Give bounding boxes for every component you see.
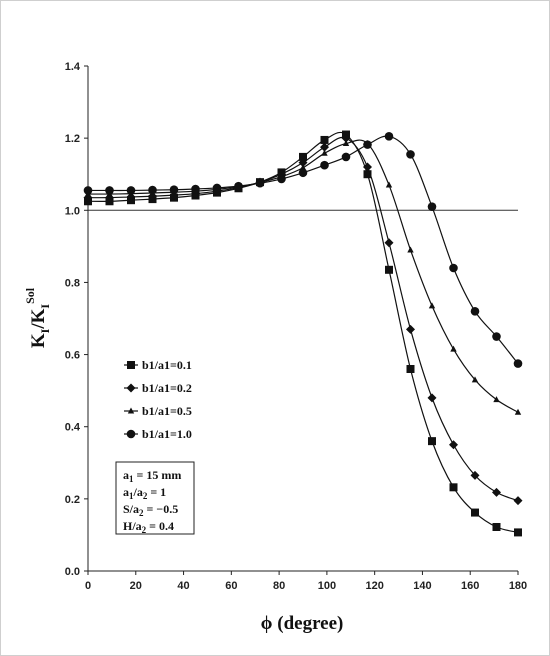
x-tick-label: 60 [225, 580, 237, 592]
legend-label: b1/a1=0.5 [142, 404, 192, 418]
data-point-square [492, 522, 501, 531]
x-tick-label: 120 [365, 580, 383, 592]
x-tick-label: 100 [318, 580, 336, 592]
data-point-circle [492, 332, 501, 341]
legend-marker-triangle [127, 407, 135, 414]
legend-label: b1/a1=0.2 [142, 381, 192, 395]
data-point-circle [169, 185, 179, 195]
data-point-square [514, 528, 522, 537]
data-point-diamond [492, 487, 501, 497]
data-point-circle [148, 185, 157, 195]
data-point-diamond [406, 324, 415, 334]
data-point-triangle [428, 302, 436, 309]
data-point-diamond [320, 142, 329, 152]
series-line-square [87, 131, 519, 533]
data-point-diamond [363, 162, 372, 172]
y-axis-label: KI/KISol [23, 287, 52, 348]
x-tick-label: 0 [85, 580, 91, 592]
legend-marker-circle [126, 429, 136, 439]
data-point-triangle [450, 345, 457, 352]
param-s-a2: S/a2 = −0.5 [123, 502, 178, 518]
data-point-circle [234, 181, 243, 191]
param-a1: a1 = 15 mm [123, 468, 181, 484]
x-tick-label: 80 [273, 580, 285, 592]
data-point-square [363, 170, 372, 179]
data-point-circle [470, 306, 480, 316]
data-point-circle [255, 178, 265, 188]
data-point-triangle [342, 140, 350, 147]
data-point-diamond [513, 496, 523, 506]
x-tick-label: 20 [130, 580, 142, 592]
data-point-triangle [385, 181, 393, 188]
param-h-a2: H/a2 = 0.4 [123, 519, 174, 535]
data-point-circle [277, 174, 286, 184]
data-point-circle [363, 140, 372, 149]
data-point-square [385, 265, 393, 274]
data-point-triangle [493, 396, 500, 403]
legend-marker-diamond [126, 383, 136, 393]
data-point-circle [191, 184, 200, 194]
param-a1-a2: a1/a2 = 1 [123, 485, 166, 501]
data-point-circle [212, 183, 222, 193]
svg-text:KI/KISol: KI/KISol [23, 287, 52, 348]
data-point-circle [298, 168, 308, 178]
x-axis-label: ϕ (degree) [261, 613, 344, 634]
data-point-square [471, 508, 479, 517]
data-point-circle [406, 150, 415, 159]
data-point-square [320, 135, 329, 144]
data-point-triangle [471, 376, 479, 383]
x-tick-label: 140 [413, 580, 431, 592]
data-point-circle [126, 186, 136, 195]
data-point-square [406, 365, 415, 373]
data-point-circle [384, 132, 394, 141]
y-tick-label: 0.8 [65, 277, 80, 289]
x-tick-label: 40 [177, 580, 189, 592]
parameter-box-border [115, 461, 195, 535]
data-point-triangle [321, 149, 328, 156]
parameter-box: a1 = 15 mm a1/a2 = 1 S/a2 = −0.5 H/a2 = … [115, 461, 195, 535]
data-point-circle [341, 152, 351, 162]
data-point-diamond [470, 470, 480, 480]
legend-marker-square [127, 361, 135, 369]
legend: b1/a1=0.1 b1/a1=0.2 b1/a1=0.5 b1/a1=1.0 [124, 358, 192, 441]
y-tick-label: 1.2 [65, 133, 80, 145]
data-point-diamond [384, 238, 394, 248]
series-circle [83, 132, 523, 368]
y-tick-label: 0.4 [65, 422, 81, 434]
data-point-circle [449, 263, 458, 273]
data-point-diamond [427, 393, 437, 403]
y-tick-label: 0.0 [65, 566, 80, 578]
legend-label: b1/a1=0.1 [142, 358, 192, 372]
y-tick-label: 1.4 [65, 61, 81, 73]
data-point-triangle [299, 164, 307, 171]
y-tick-label: 0.2 [65, 494, 80, 506]
x-tick-label: 180 [509, 580, 527, 592]
series-layer [83, 130, 523, 537]
x-tick-label: 160 [461, 580, 479, 592]
data-point-diamond [449, 440, 458, 450]
data-point-triangle [407, 246, 414, 253]
data-point-square [299, 152, 307, 161]
legend-label: b1/a1=1.0 [142, 427, 192, 441]
data-point-circle [83, 186, 93, 195]
data-point-triangle [514, 408, 522, 415]
data-point-circle [320, 160, 329, 170]
data-point-diamond [341, 133, 351, 143]
y-tick-label: 1.0 [65, 205, 80, 217]
data-point-square [428, 437, 436, 446]
data-point-square [449, 483, 458, 492]
y-tick-label: 0.6 [65, 350, 80, 362]
data-point-circle [513, 359, 523, 368]
axes-layer: 0.0 0.2 0.4 0.6 0.8 1.0 1.2 1.4 0 20 40 60 80 100 120 1… [65, 61, 527, 592]
series-triangle [84, 139, 522, 415]
data-point-circle [105, 186, 114, 195]
data-point-circle [427, 202, 437, 211]
data-point-diamond [298, 158, 308, 168]
